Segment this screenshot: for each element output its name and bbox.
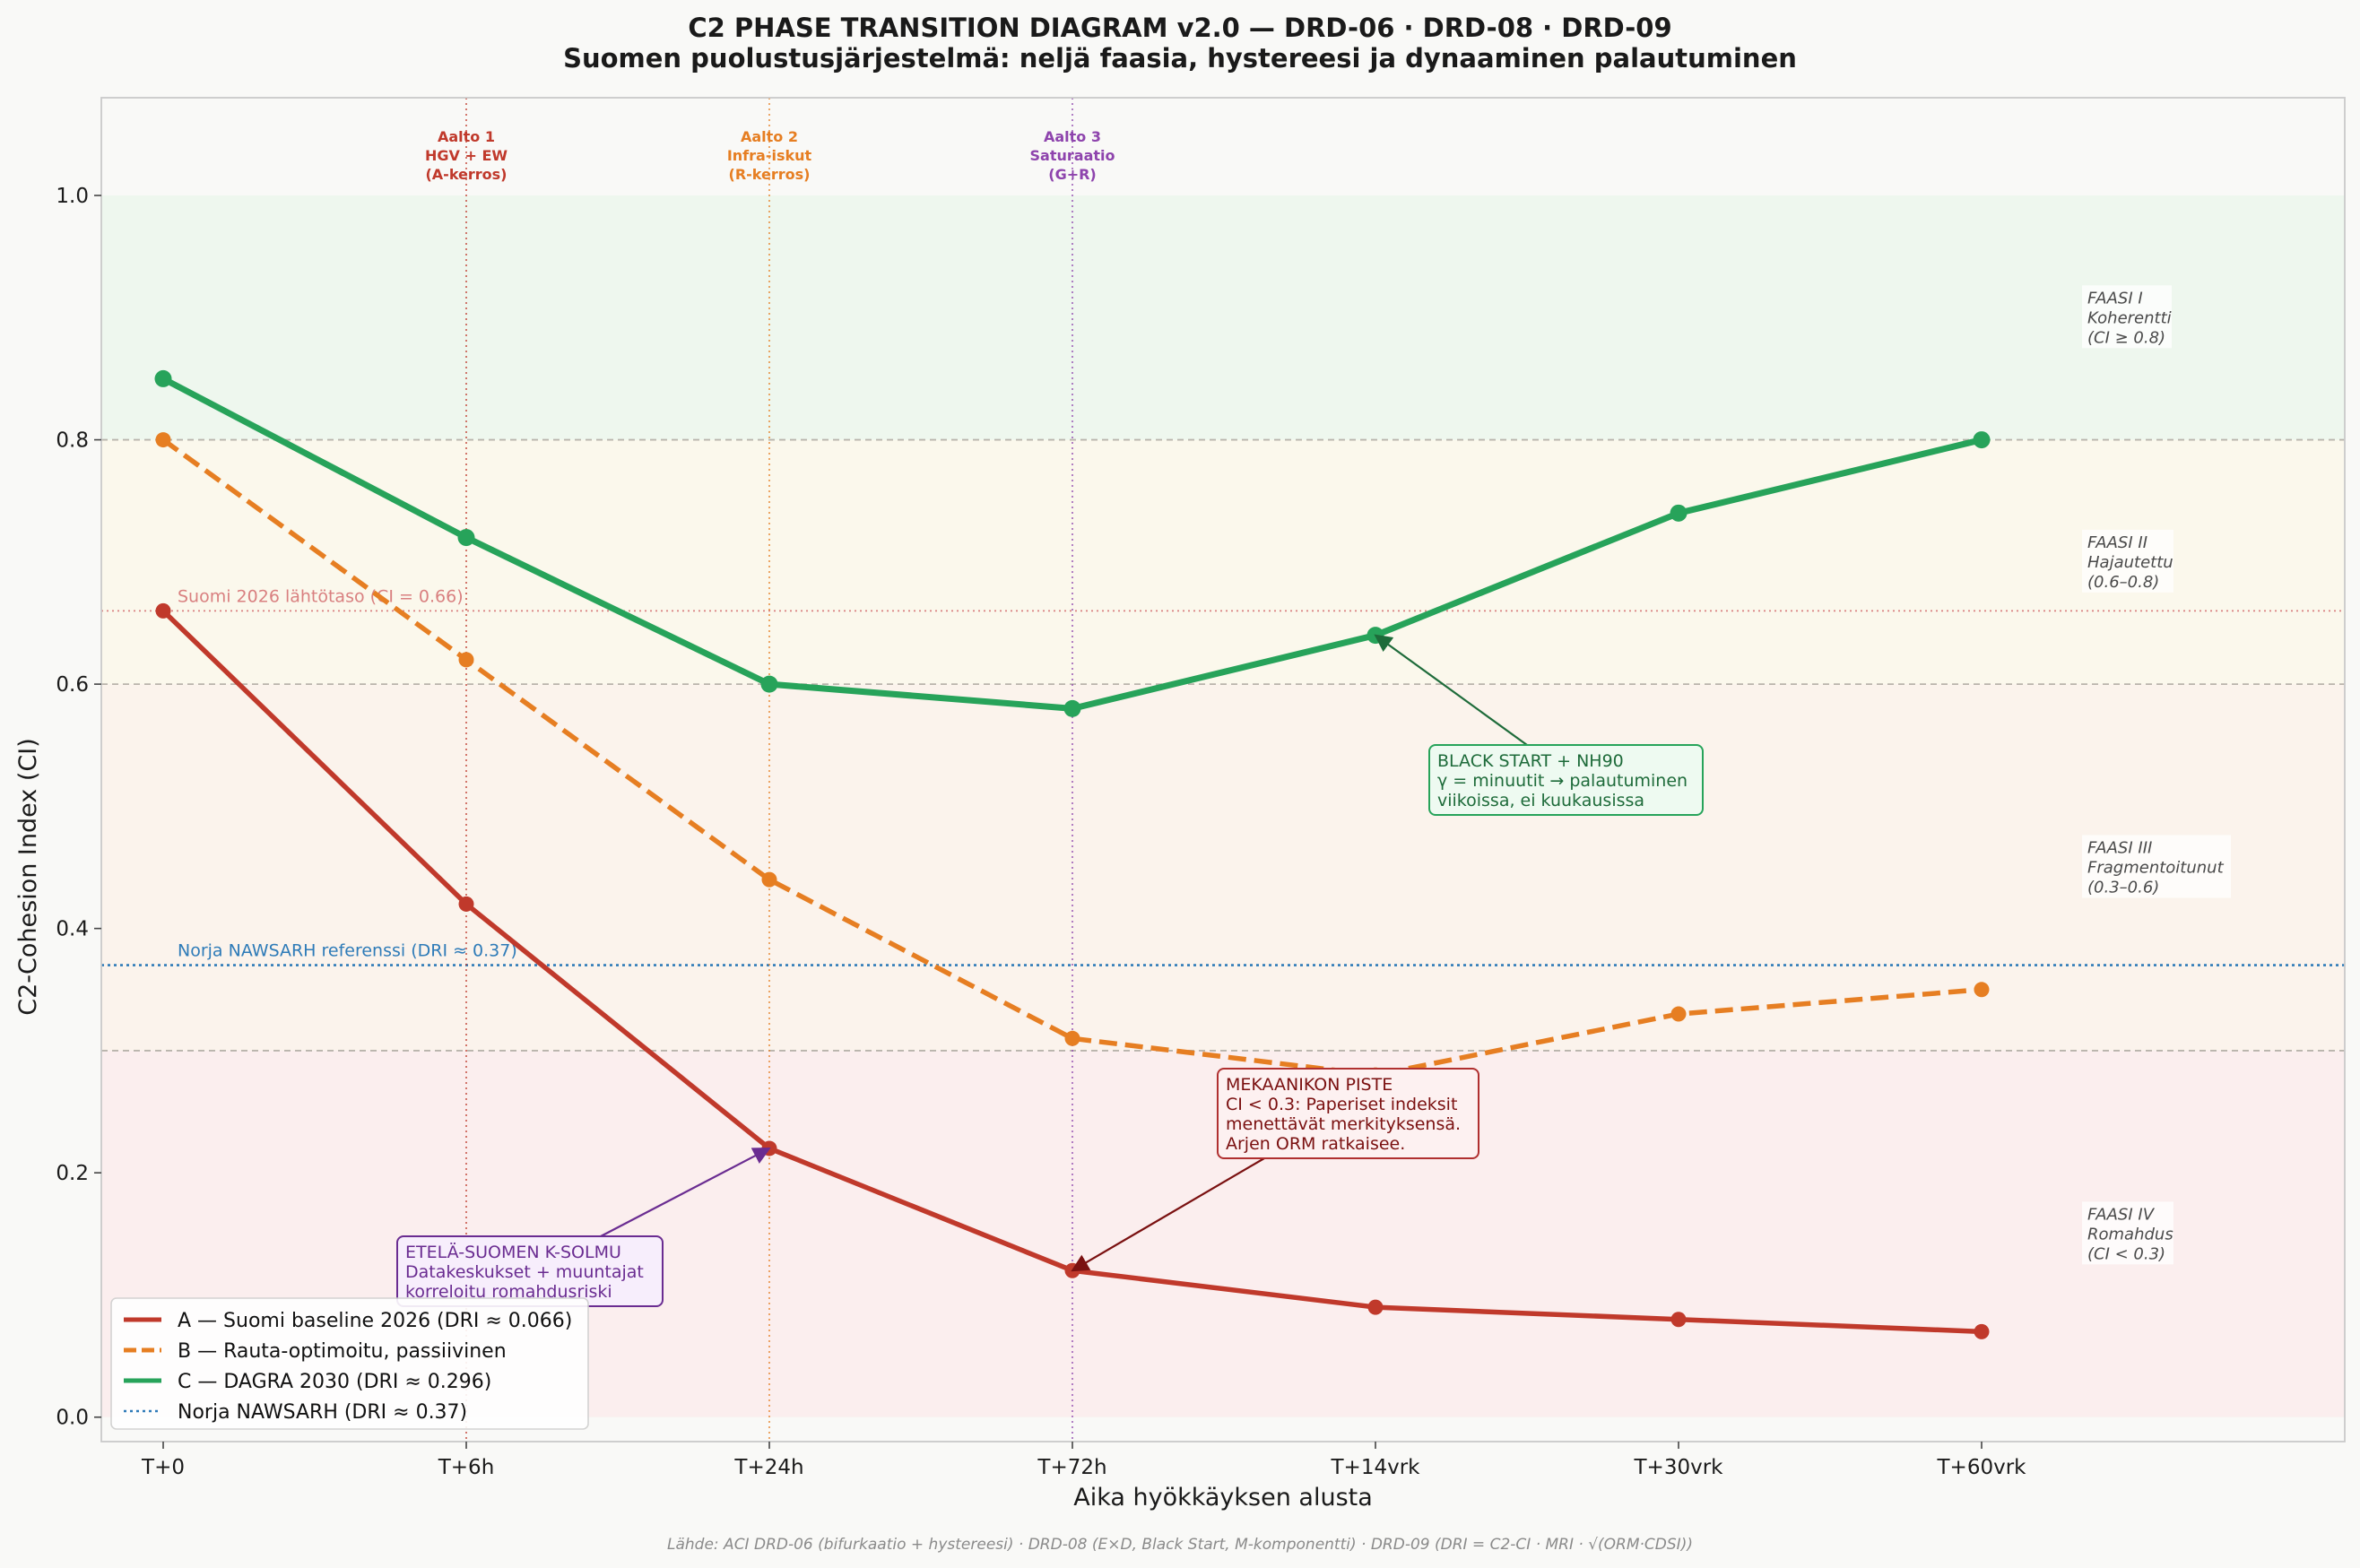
wave-label-2: Aalto 2 [741,128,798,145]
y-tick-label: 0.8 [56,429,89,453]
phase-label-3: FAASI III [2087,839,2152,858]
y-tick-label: 0.4 [56,918,89,941]
finland-baseline-label: Suomi 2026 lähtötaso (CI = 0.66) [178,586,464,606]
y-tick-label: 1.0 [56,185,89,208]
y-tick-label: 0.6 [56,673,89,697]
phase-label-1: FAASI I [2087,289,2143,308]
legend-entry: Norja NAWSARH (DRI ≈ 0.37) [178,1401,467,1424]
wave-label-2: Infra-iskut [727,147,812,164]
wave-label-1: HGV + EW [425,147,508,164]
series-b-point [1974,982,1990,998]
series-c-point [154,369,172,387]
annotation-arrow-2 [1071,1157,1265,1272]
annotation-box-2 [1217,1068,1479,1159]
legend-entry: B — Rauta-optimoitu, passiivinen [178,1340,507,1363]
x-tick-label: T+0 [141,1456,185,1479]
annotation-text-1: viikoissa, ei kuukausissa [1437,791,1644,810]
series-b-point [1670,1006,1687,1022]
x-tick-label: T+72h [1037,1456,1106,1479]
annotation-text-1: γ = minuutit → palautuminen [1437,771,1688,791]
annotation-text-1: BLACK START + NH90 [1437,751,1624,771]
x-axis-label: Aika hyökkäyksen alusta [1073,1484,1373,1512]
x-tick-label: T+24h [733,1456,803,1479]
series-a-point [1974,1323,1990,1339]
series-a-point [1367,1299,1384,1315]
wave-label-2: (R-kerros) [729,166,811,183]
phase-label-4: FAASI IV [2087,1205,2156,1224]
phase-label-box [2082,529,2173,593]
series-c-point [760,675,778,693]
phase-label-box [2082,1201,2173,1265]
phase-label-1: (CI ≥ 0.8) [2087,328,2165,347]
phase-label-box [2082,285,2172,349]
plot-area: Norja NAWSARH referenssi (DRI ≈ 0.37) Suo… [56,97,2346,1479]
series-c-point [1063,699,1081,717]
source-note: Lähde: ACI DRD-06 (bifurkaatio + hystere… [667,1536,1693,1554]
series-a-point [155,602,171,619]
phase-label-3: Fragmentoitunut [2087,859,2225,878]
annotation-text-2: MEKAANIKON PISTE [1226,1075,1393,1095]
y-axis-label: C2-Cohesion Index (CI) [14,738,42,1015]
phase-label-2: (0.6–0.8) [2087,573,2159,592]
legend: A — Suomi baseline 2026 (DRI ≈ 0.066) B —… [110,1297,589,1430]
phase-label-1: Koherentti [2087,308,2172,327]
annotation-text-3: korreloitu romahdusriski [405,1282,612,1302]
wave-label-3: Aalto 3 [1044,128,1101,145]
series-c-point [1670,504,1688,522]
annotation-arrow-3 [600,1147,771,1237]
chart-subtitle: Suomen puolustusjärjestelmä: neljä faasi… [563,43,1797,74]
annotation-box-1 [1428,744,1704,816]
series-b-point [761,871,777,888]
wave-label-1: (A-kerros) [425,166,507,183]
legend-entry: C — DAGRA 2030 (DRI ≈ 0.296) [178,1371,491,1393]
annotation-arrow-1 [1374,634,1528,746]
legend-entry: A — Suomi baseline 2026 (DRI ≈ 0.066) [178,1310,572,1332]
series-c-point [457,529,475,547]
phase-band-1 [101,195,2345,440]
annotation-text-2: menettävät merkityksensä. [1226,1114,1461,1134]
phase-band-3 [101,684,2345,1051]
phase-label-2: Hajautettu [2087,553,2173,572]
x-tick-label: T+14vrk [1331,1456,1421,1479]
series-b-point [1064,1030,1080,1046]
series-b-point [458,652,474,668]
x-tick-label: T+6h [438,1456,495,1479]
phase-label-4: Romahdus [2087,1225,2173,1243]
x-tick-label: T+60vrk [1937,1456,2027,1479]
wave-label-3: Saturaatio [1030,147,1115,164]
annotation-text-3: ETELÄ-SUOMEN K-SOLMU [405,1242,621,1262]
axes-frame [100,97,2346,1442]
phase-band-2 [101,439,2345,685]
series-c-point [1973,431,1991,449]
annotation-text-3: Datakeskukset + muuntajat [405,1262,644,1282]
y-tick-label: 0.2 [56,1162,89,1185]
phase-label-2: FAASI II [2087,533,2147,552]
y-tick-label: 0.0 [56,1407,89,1430]
series-b-point [155,432,171,448]
wave-label-1: Aalto 1 [438,128,495,145]
series-a-point [1670,1312,1687,1328]
series-a-point [458,896,474,912]
wave-label-3: (G+R) [1048,166,1096,183]
norway-reference-label: Norja NAWSARH referenssi (DRI ≈ 0.37) [178,941,517,961]
chart-title: C2 PHASE TRANSITION DIAGRAM v2.0 — DRD-0… [688,13,1671,43]
annotation-text-2: Arjen ORM ratkaisee. [1226,1134,1405,1154]
phase-label-box [2082,835,2231,898]
x-tick-label: T+30vrk [1634,1456,1724,1479]
phase-label-4: (CI < 0.3) [2087,1244,2165,1263]
phase-label-3: (0.3–0.6) [2087,879,2159,897]
legend-box [110,1297,589,1430]
annotation-text-2: CI < 0.3: Paperiset indeksit [1226,1095,1457,1114]
